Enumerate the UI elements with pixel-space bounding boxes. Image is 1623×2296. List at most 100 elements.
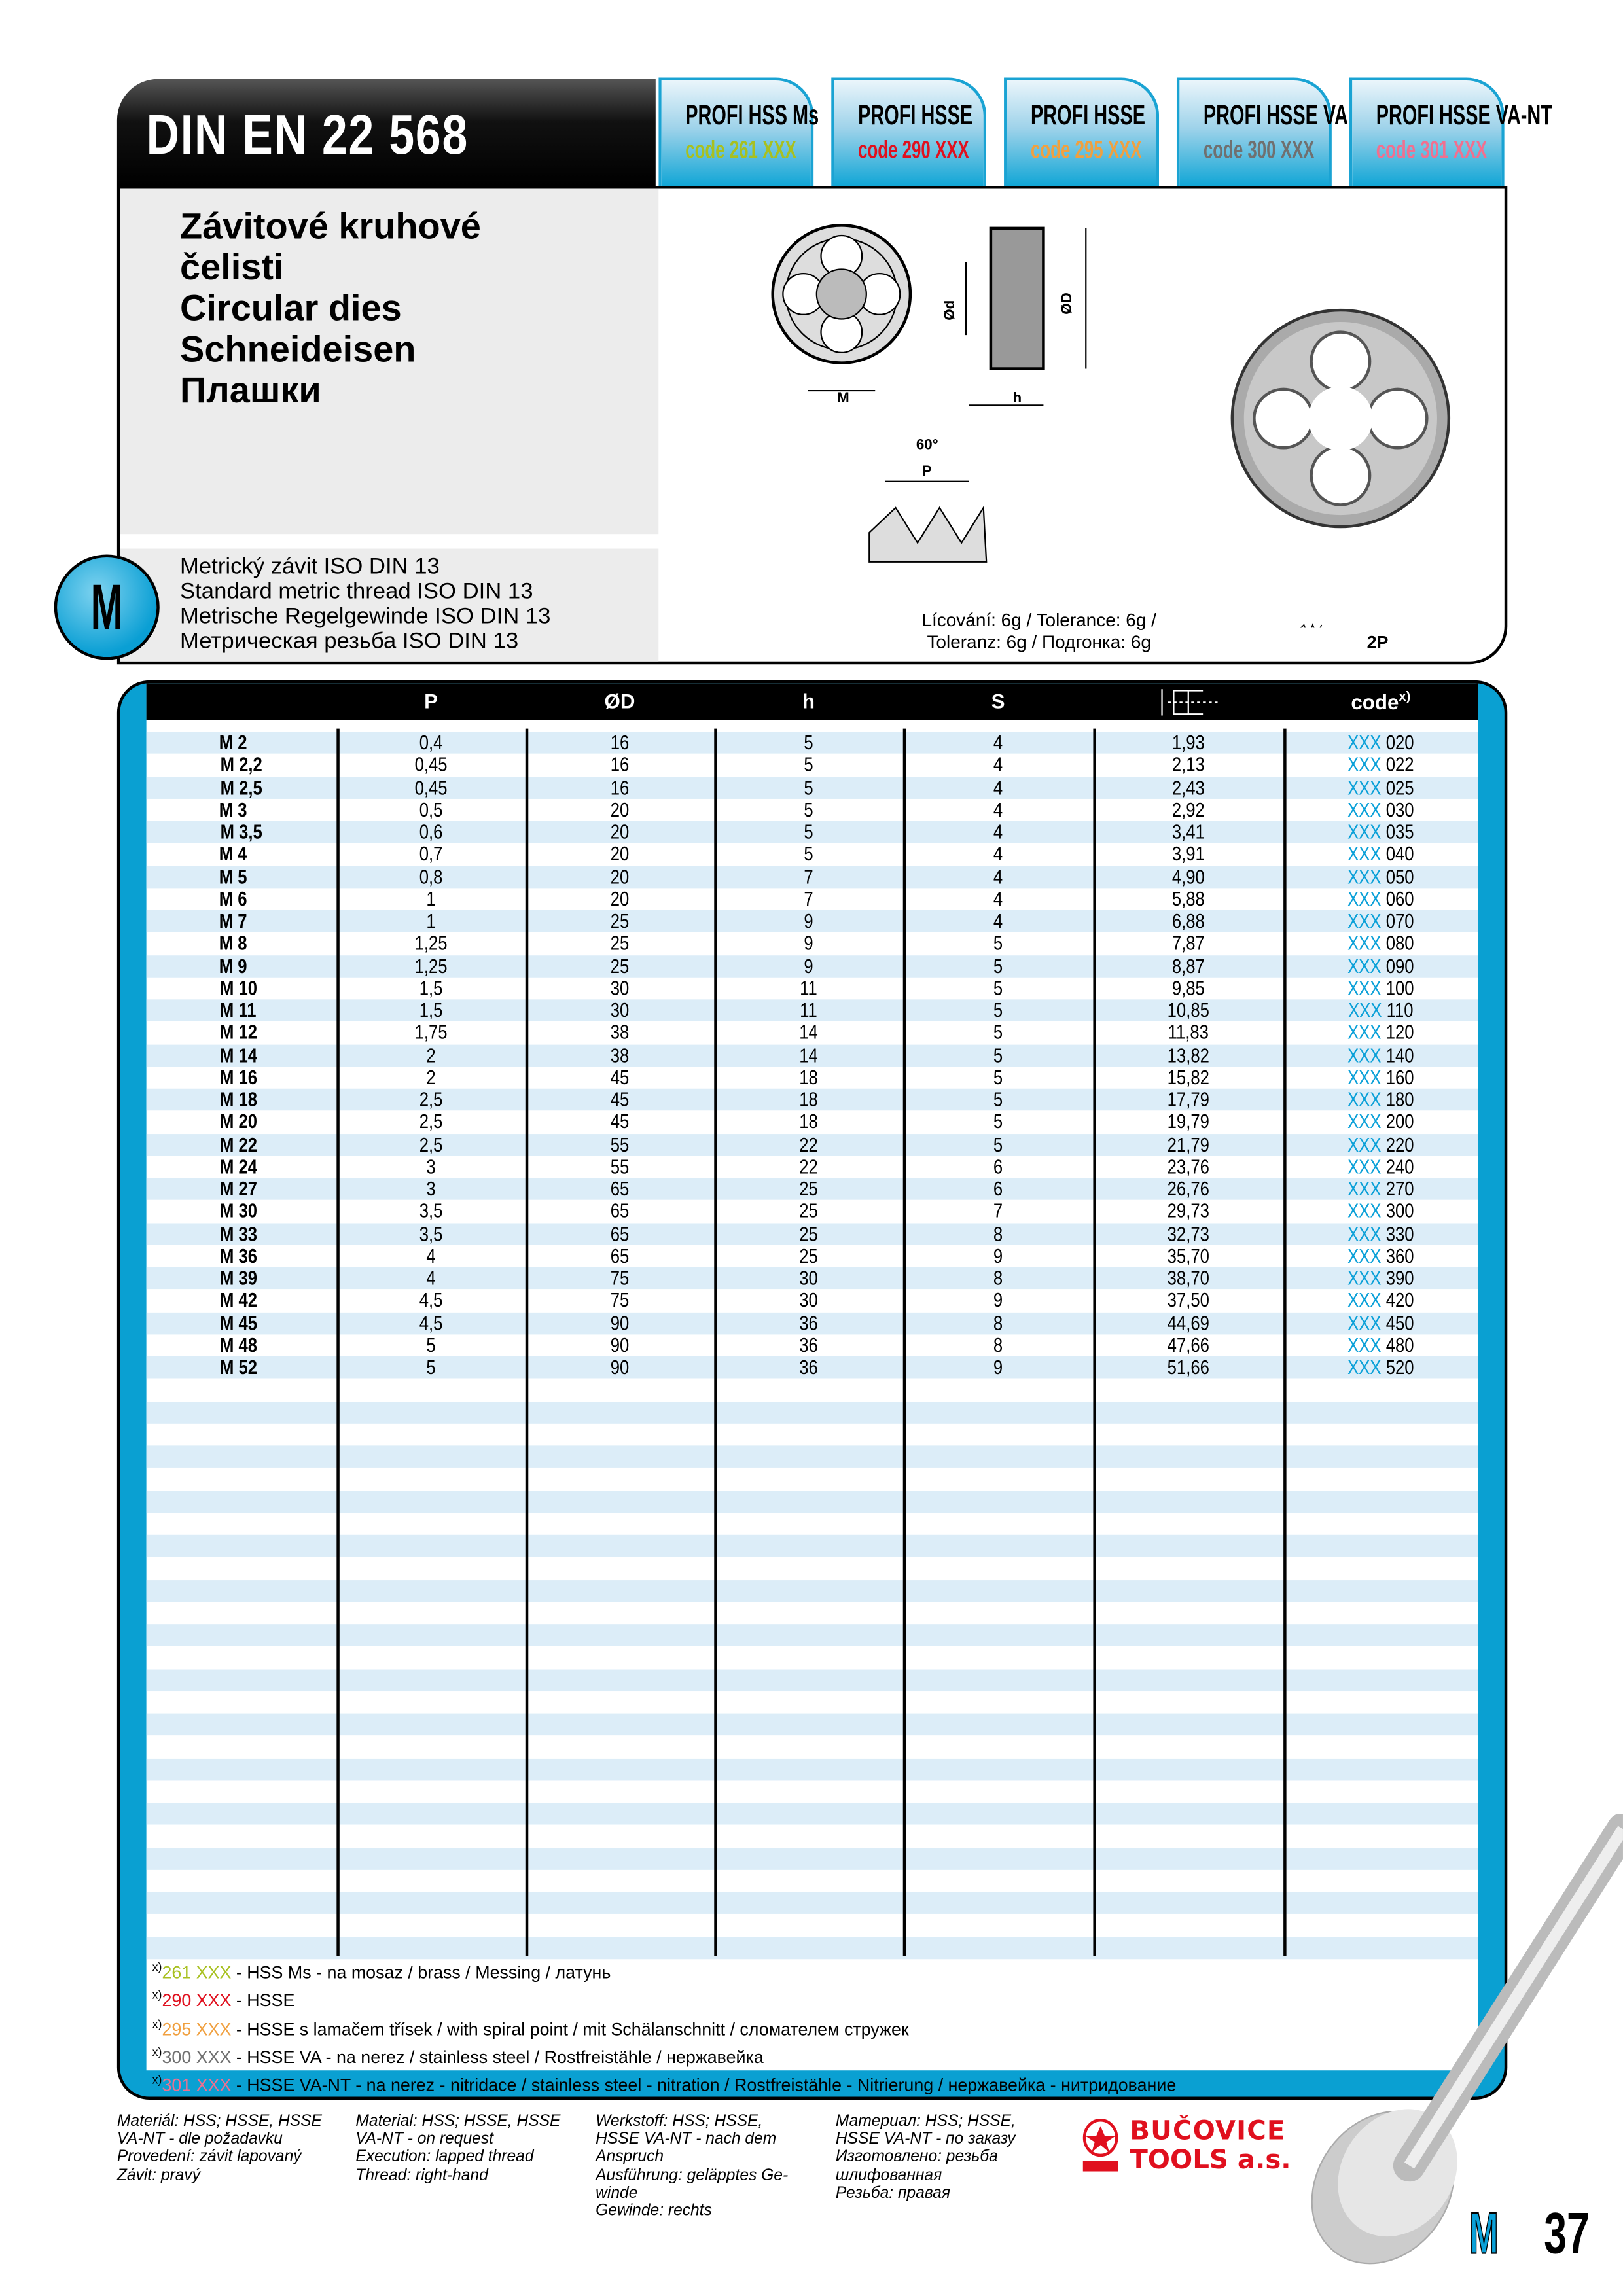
name-cz-2: čelisti — [180, 247, 284, 289]
note-line: Material: HSS; HSSE, HSSE — [355, 2113, 561, 2130]
table-header: P ØD h S codex) — [146, 683, 1478, 720]
product-tab: PROFI HSSE VA code 300 XXX — [1176, 77, 1348, 186]
product-names: Závitové kruhové čelisti Circular dies S… — [120, 188, 659, 535]
code-prefix: XXX — [1347, 732, 1382, 754]
table-row: M 12 1,75 38 14 5 11,83 XXX 120 — [147, 1021, 1478, 1044]
table-cell: 22 — [799, 1133, 818, 1156]
table-cell: 2,92 — [1171, 798, 1205, 821]
table-cell: 5 — [993, 932, 1003, 955]
table-cell: 15,82 — [1167, 1066, 1209, 1089]
table-cell: 1 — [426, 910, 436, 932]
table-cell: 8 — [993, 1333, 1003, 1356]
table-cell: 1,25 — [414, 955, 448, 977]
footnote: x)300 XXX - HSSE VA - na nerez / stainle… — [152, 2041, 1177, 2069]
product-tab: PROFI HSSE code 295 XXX — [1004, 77, 1160, 186]
code-prefix: XXX — [1347, 1178, 1382, 1200]
table-row — [147, 1468, 1478, 1490]
cell-size: M 6 — [219, 887, 247, 910]
label-D: ØD — [1058, 292, 1075, 315]
table-cell: 5,88 — [1171, 887, 1205, 910]
table-row — [147, 1691, 1478, 1713]
table-cell: 4 — [426, 1267, 436, 1290]
cell-code: XXX 050 — [1298, 866, 1463, 888]
table-cell: 21,79 — [1167, 1133, 1209, 1156]
table-row: M 27 3 65 25 6 26,76 XXX 270 — [146, 1178, 1478, 1201]
die-side-view: ØD Ød h — [941, 226, 1087, 406]
dimension-table: P ØD h S codex) M 2 0,4 16 5 4 1,93 XXX 020 M 2… — [146, 683, 1478, 2096]
note-line: HSSE VA-NT - nach dem — [596, 2130, 777, 2149]
code-prefix: XXX — [1347, 955, 1382, 977]
code-suffix: 450 — [1385, 1311, 1414, 1334]
die-photo — [1230, 308, 1451, 529]
footnote-text: - HSSE — [231, 1990, 295, 2011]
table-cell: 38 — [610, 1044, 630, 1067]
footnote-code: 300 XXX — [162, 2047, 232, 2068]
table-row — [146, 1401, 1478, 1424]
label-P: P — [922, 463, 932, 479]
col-D: ØD — [604, 689, 635, 713]
table-cell: 7 — [804, 887, 813, 910]
code-suffix: 520 — [1385, 1356, 1414, 1379]
name-de: Schneideisen — [180, 329, 416, 370]
table-cell: 30 — [799, 1267, 818, 1290]
cell-code: XXX 520 — [1298, 1356, 1463, 1379]
code-prefix: XXX — [1347, 1289, 1382, 1312]
table-cell: 75 — [610, 1289, 630, 1312]
code-suffix: 025 — [1385, 776, 1414, 798]
table-row — [146, 1579, 1478, 1602]
table-row: M 24 3 55 22 6 23,76 XXX 240 — [147, 1156, 1478, 1178]
company-logo: BUČOVICE TOOLS a.s. — [1080, 2116, 1329, 2178]
footnote-mark: x) — [152, 1988, 162, 2002]
table-cell: 38,70 — [1167, 1267, 1209, 1290]
table-row: M 2,2 0,45 16 5 4 2,13 XXX 022 — [147, 754, 1478, 776]
name-ru: Плашки — [180, 370, 321, 412]
note-line: winde — [596, 2184, 638, 2202]
table-cell: 30 — [610, 977, 630, 999]
chamfer-icon: L — [1300, 623, 1323, 628]
table-row — [147, 1602, 1478, 1624]
label-angle: 60° — [916, 436, 938, 453]
note-line: Ausführung: geläpptes Ge- — [596, 2166, 789, 2184]
code-suffix: 330 — [1385, 1222, 1414, 1245]
table-cell: 4 — [993, 865, 1003, 888]
table-cell: 0,6 — [419, 821, 443, 843]
cell-code: XXX 420 — [1298, 1290, 1463, 1312]
note-line: Изготовлено: резьба — [835, 2148, 998, 2166]
table-cell: 32,73 — [1167, 1222, 1209, 1245]
code-prefix: XXX — [1347, 1110, 1382, 1133]
code-suffix: 090 — [1385, 955, 1414, 977]
table-cell: 6 — [993, 1178, 1003, 1200]
table-cell: 35,70 — [1167, 1245, 1209, 1267]
table-cell: 23,76 — [1167, 1156, 1209, 1178]
column-divider — [525, 728, 528, 1956]
code-prefix: XXX — [1347, 821, 1382, 843]
table-cell: 44,69 — [1167, 1311, 1209, 1334]
table-row: M 2 0,4 16 5 4 1,93 XXX 020 — [146, 732, 1478, 754]
table-cell: 2,5 — [419, 1088, 443, 1111]
code-suffix: 035 — [1385, 821, 1414, 843]
table-cell: 2 — [426, 1044, 436, 1067]
label-h: h — [1012, 389, 1022, 406]
name-cz-1: Závitové kruhové — [180, 206, 481, 247]
cell-code: XXX 060 — [1298, 888, 1463, 910]
table-row — [147, 1780, 1478, 1803]
cell-size: M 2,2 — [220, 754, 262, 776]
table-cell: 90 — [610, 1356, 630, 1379]
table-cell: 4 — [993, 798, 1003, 821]
table-cell: 0,5 — [419, 798, 443, 821]
note-line: Provedení: závit lapovaný — [116, 2148, 302, 2166]
die-technical-drawing: M ØD Ød h 60° P — [771, 224, 1451, 628]
table-cell: 9 — [993, 1245, 1003, 1267]
tab-label: PROFI HSS Ms — [685, 101, 819, 132]
table-cell: 7 — [993, 1200, 1003, 1222]
code-prefix: XXX — [1347, 932, 1382, 955]
section-letter: M — [90, 572, 123, 644]
code-suffix: 390 — [1385, 1267, 1414, 1290]
cell-code: XXX 390 — [1298, 1267, 1463, 1290]
table-cell: 5 — [804, 732, 813, 754]
table-cell: 36 — [799, 1333, 818, 1356]
code-suffix: 270 — [1385, 1178, 1414, 1200]
table-cell: 90 — [610, 1311, 630, 1334]
table-cell: 3 — [426, 1178, 436, 1200]
